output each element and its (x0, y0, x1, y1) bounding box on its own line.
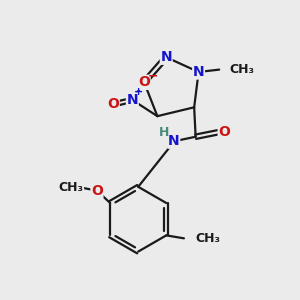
Text: N: N (160, 50, 172, 64)
Text: H: H (159, 126, 169, 140)
Text: CH₃: CH₃ (58, 181, 83, 194)
Text: N: N (168, 134, 180, 148)
Text: −: − (148, 69, 158, 82)
Text: N: N (127, 93, 138, 107)
Text: +: + (134, 87, 143, 97)
Text: N: N (193, 65, 204, 79)
Text: O: O (107, 98, 119, 111)
Text: CH₃: CH₃ (230, 63, 254, 76)
Text: O: O (218, 125, 230, 139)
Text: CH₃: CH₃ (195, 232, 220, 245)
Text: O: O (138, 75, 150, 89)
Text: O: O (91, 184, 103, 198)
